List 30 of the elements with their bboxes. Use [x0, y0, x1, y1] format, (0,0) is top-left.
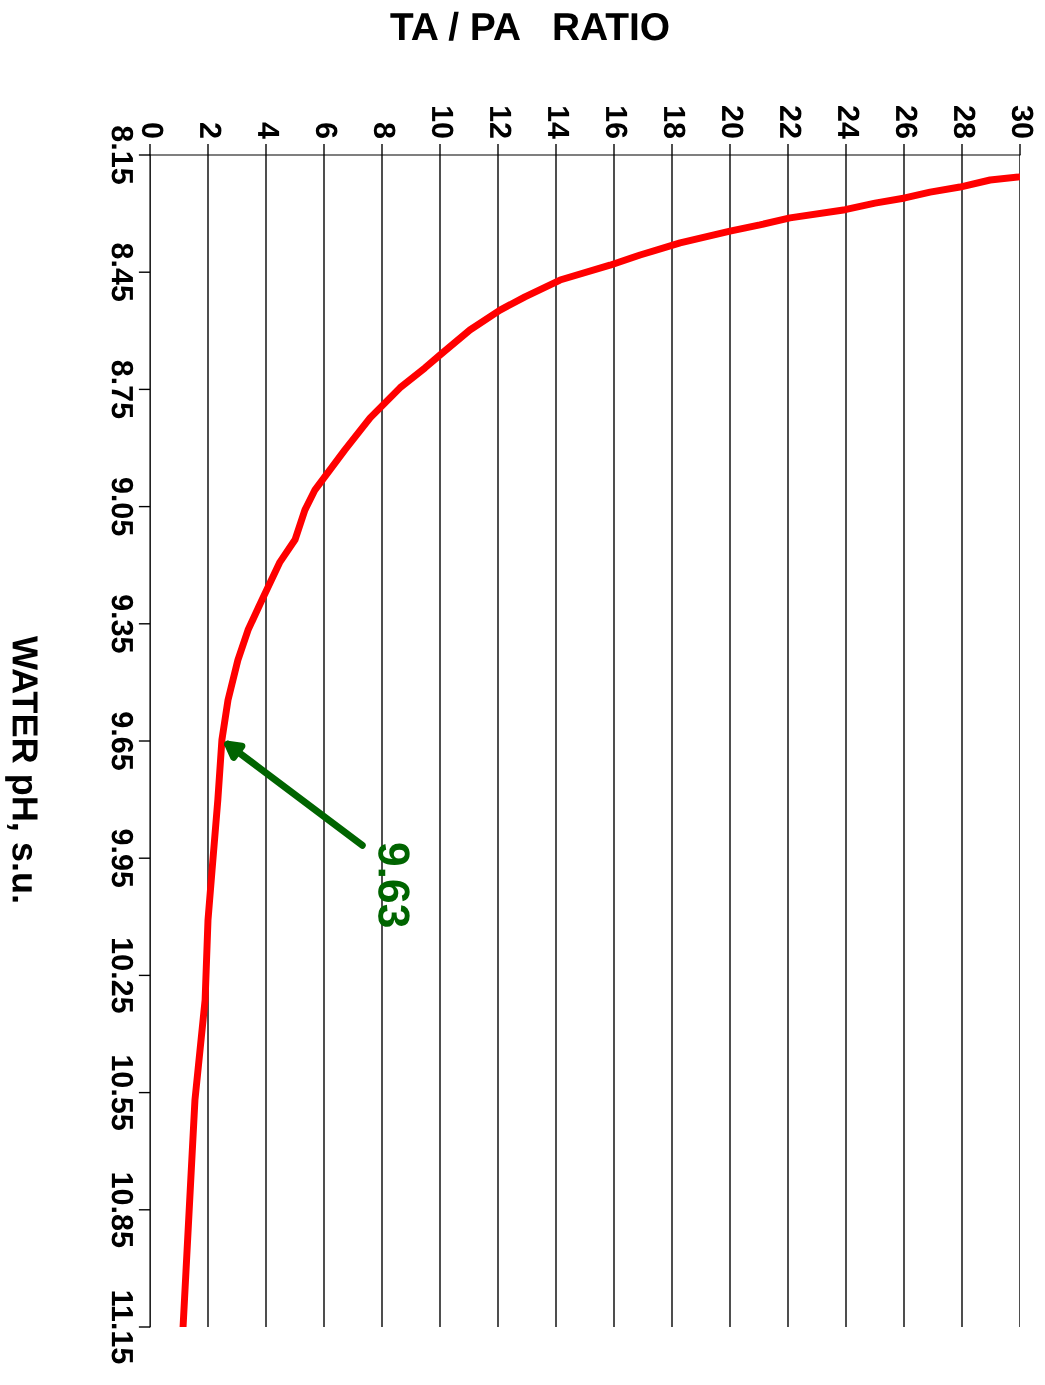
x-tick-label: 6	[315, 123, 338, 138]
y-tick-label: 9.05	[111, 477, 134, 536]
x-tick-label: 26	[895, 106, 918, 138]
x-tick-label: 28	[953, 106, 976, 139]
y-tick-label: 10.25	[111, 939, 134, 1013]
y-tick-label: 11.15	[111, 1291, 133, 1364]
x-tick-label: 30	[1011, 105, 1034, 138]
x-tick-label: 2	[200, 123, 222, 138]
y-tick-label: 9.35	[111, 595, 134, 653]
x-tick-label: 24	[838, 106, 860, 139]
x-tick-label: 14	[548, 106, 570, 139]
x-tick-label: 4	[258, 122, 280, 139]
y-tick-label: 8.75	[111, 360, 134, 419]
x-tick-label: 16	[605, 106, 628, 138]
x-tick-label: 10	[431, 106, 454, 138]
y-tick-label: 8.45	[111, 243, 134, 302]
annotation: 9.63	[378, 843, 410, 927]
y-axis-title: WATER pH, s.u.	[5, 635, 38, 902]
x-axis-title: TA / PA RATIO	[390, 11, 669, 41]
y-tick-label: 9.95	[111, 829, 134, 888]
x-tick-label: 12	[490, 106, 512, 138]
x-tick-label: 20	[721, 106, 744, 138]
y-tick-label: 10.85	[111, 1173, 134, 1248]
y-tick-label: 10.55	[111, 1056, 134, 1130]
y-tick-label: 9.65	[111, 712, 134, 770]
x-tick-label: 18	[663, 106, 686, 139]
y-tick-label: 8.15	[111, 126, 134, 184]
x-tick-label: 0	[141, 123, 164, 138]
x-tick-label: 22	[780, 106, 802, 138]
x-tick-label: 8	[373, 123, 396, 139]
